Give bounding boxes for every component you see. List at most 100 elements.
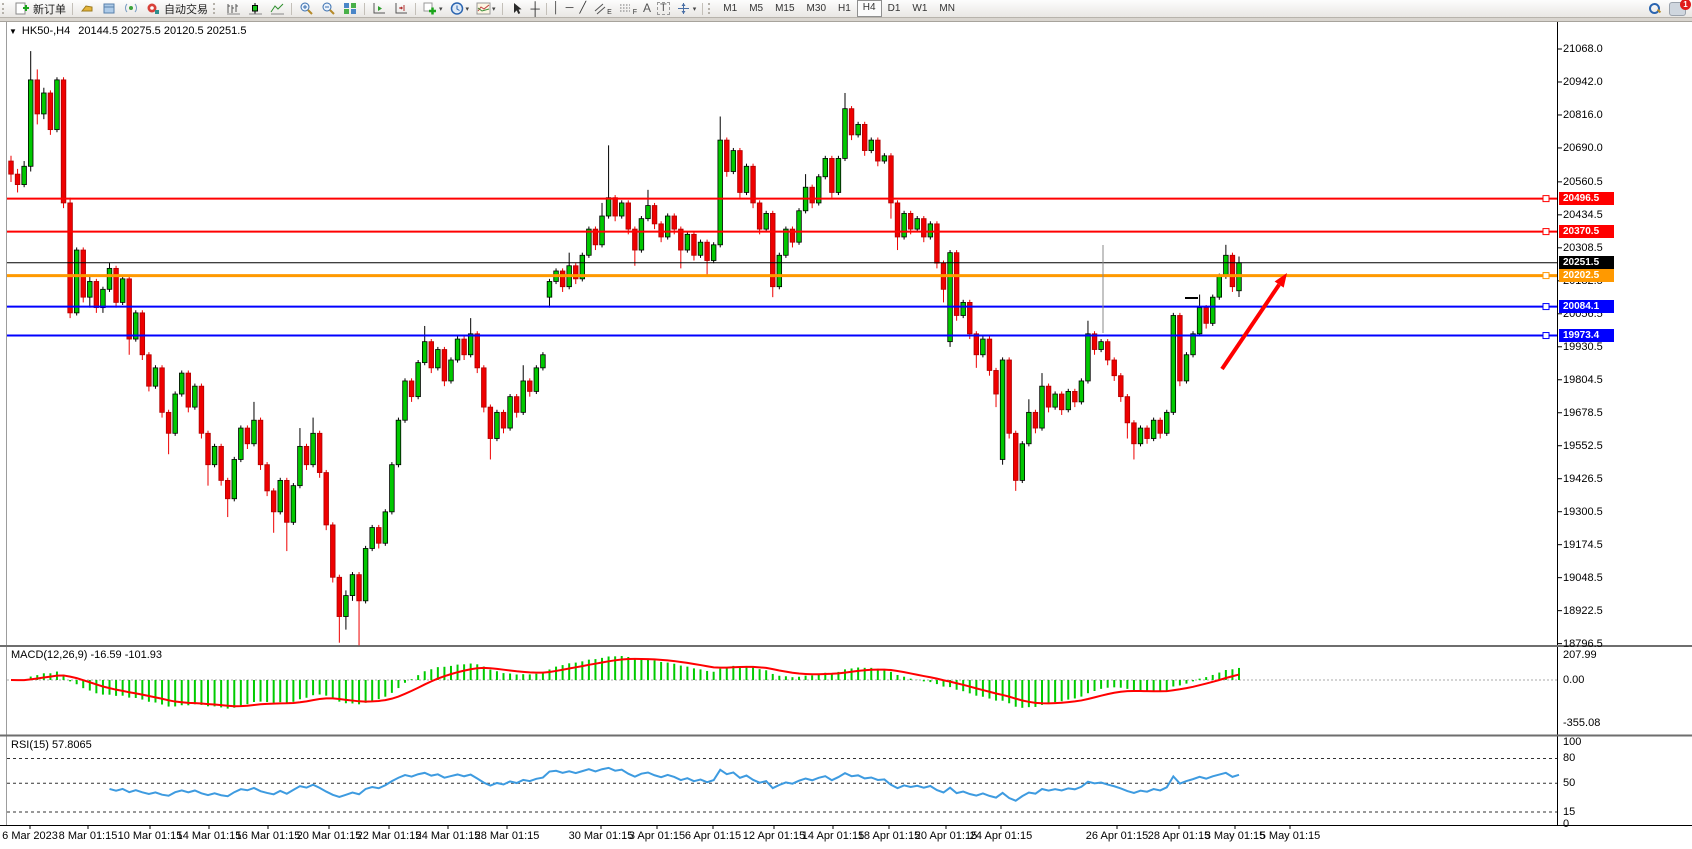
crosshair-tool-button[interactable]: ┼ (529, 1, 542, 16)
templates-button[interactable]: ▾ (473, 1, 498, 16)
candle-body (914, 218, 920, 230)
timeframe-d1[interactable]: D1 (887, 3, 901, 14)
candle-body (658, 223, 664, 238)
pane-separator-rsi[interactable] (0, 734, 1692, 737)
candle-body (612, 197, 618, 217)
toolbar-grip[interactable] (708, 3, 715, 14)
arrows-caret-icon[interactable]: ▾ (692, 5, 697, 13)
text-label-tool-button[interactable]: T (655, 1, 672, 16)
level-handle-marker[interactable] (1542, 332, 1550, 340)
candle-body (448, 359, 454, 382)
candle-body (960, 302, 966, 316)
candle-body (724, 139, 730, 172)
candle-body (1091, 333, 1098, 350)
candle-body (684, 233, 691, 251)
text-tool-button[interactable]: A (641, 1, 653, 16)
candle-body (80, 249, 86, 298)
candle-body (422, 341, 428, 364)
zoom-in-button[interactable] (296, 1, 316, 16)
zoom-out-button[interactable] (318, 1, 338, 16)
arrows-tool-button[interactable]: ▾ (674, 1, 699, 16)
annotation-arrow-head[interactable] (1274, 273, 1287, 288)
timeframe-m1[interactable]: M1 (723, 3, 738, 14)
candle-body (717, 139, 723, 246)
equidistant-channel-tool-button[interactable]: E (590, 1, 614, 16)
chat-bubble-icon[interactable]: 1 (1669, 0, 1691, 16)
toolbar: 新订单 自动交易 (0, 0, 1692, 18)
candle-body (60, 79, 67, 204)
new-order-button[interactable]: 新订单 (12, 1, 68, 16)
level-handle-marker[interactable] (1542, 272, 1550, 280)
candle-body (1032, 411, 1039, 429)
fibonacci-tool-button[interactable]: F (616, 1, 639, 16)
cursor-tool-button[interactable] (507, 1, 527, 16)
toolbar-separator (364, 2, 365, 15)
horizontal-line-tool-button[interactable]: ─ (564, 1, 576, 16)
candle-body (1223, 254, 1229, 277)
candle-body (533, 367, 540, 392)
candle-body (251, 419, 257, 445)
timeframe-h4[interactable]: H4 (856, 0, 882, 17)
chart-shift-button[interactable] (391, 1, 411, 16)
candle-body (1131, 422, 1137, 445)
candle-body (369, 527, 375, 549)
candlestick-chart-button[interactable] (245, 1, 265, 16)
timeframe-mn[interactable]: MN (939, 3, 955, 14)
auto-trading-label: 自动交易 (164, 3, 208, 16)
zoom-out-icon (320, 2, 336, 15)
timeframe-m30[interactable]: M30 (806, 3, 826, 14)
candle-body (697, 241, 704, 256)
data-window-button[interactable] (99, 1, 119, 16)
trendline-tool-button[interactable]: ╱ (577, 1, 588, 16)
candle-body (1026, 411, 1032, 445)
level-handle-marker[interactable] (1542, 228, 1550, 236)
indicators-caret-icon[interactable]: ▾ (439, 5, 443, 13)
bar-chart-button[interactable] (223, 1, 243, 16)
timeframe-h1[interactable]: H1 (838, 3, 851, 14)
search-icon[interactable] (1648, 2, 1661, 15)
candle-body (1085, 333, 1091, 382)
collapse-triangle-icon[interactable]: ▼ (9, 26, 17, 36)
templates-caret-icon[interactable]: ▾ (492, 5, 496, 13)
candle-body (1058, 393, 1065, 411)
candle-body (303, 445, 310, 466)
toolbar-grip[interactable] (2, 3, 9, 14)
toolbar-separator (702, 2, 704, 15)
indicators-button[interactable]: ▾ (420, 1, 445, 16)
tile-windows-button[interactable] (340, 1, 360, 16)
timeframe-m5[interactable]: M5 (749, 3, 764, 14)
candle-body (1203, 307, 1209, 324)
rsi-line (109, 766, 1240, 802)
candle-body (632, 228, 638, 251)
candle-body (165, 411, 172, 434)
notification-badge[interactable]: 1 (1680, 0, 1691, 10)
candle-body (356, 574, 362, 602)
level-handle-marker[interactable] (1542, 195, 1550, 203)
market-watch-button[interactable] (77, 1, 97, 16)
fibonacci-letter: F (632, 9, 638, 16)
vertical-line-tool-button[interactable]: │ (551, 1, 562, 16)
auto-scroll-button[interactable] (369, 1, 389, 16)
candle-body (119, 278, 126, 303)
periods-button[interactable]: ▾ (447, 1, 472, 16)
candle-body (330, 524, 336, 578)
timeframe-w1[interactable]: W1 (912, 3, 928, 14)
candle-body (435, 349, 441, 369)
toolbar-grip[interactable] (213, 3, 220, 14)
periods-caret-icon[interactable]: ▾ (465, 5, 470, 13)
candle-body (362, 548, 369, 602)
fibonacci-icon (618, 2, 634, 15)
auto-trading-button[interactable]: 自动交易 (143, 1, 210, 16)
navigator-button[interactable] (121, 1, 141, 16)
candle-body (809, 186, 815, 204)
level-handle-marker[interactable] (1542, 303, 1550, 311)
candle-body (113, 267, 119, 303)
candle-body (770, 212, 776, 288)
pane-separator-macd[interactable] (0, 645, 1692, 647)
candle-body (1104, 341, 1111, 361)
line-chart-button[interactable] (267, 1, 287, 16)
annotation-arrow-shaft[interactable] (1220, 283, 1281, 371)
timeframe-m15[interactable]: M15 (775, 3, 795, 14)
